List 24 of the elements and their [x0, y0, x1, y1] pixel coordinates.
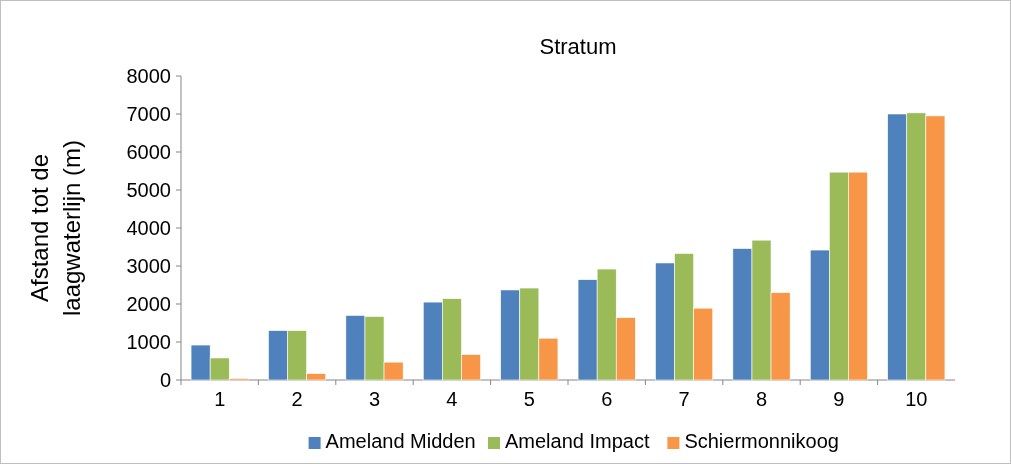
chart-title: Stratum: [539, 34, 617, 59]
y-tick-label: 1000: [126, 331, 171, 353]
x-tick-label: 2: [291, 388, 303, 410]
y-tick-label: 2000: [126, 293, 171, 315]
legend-label: Ameland Impact: [505, 430, 650, 452]
x-tick-label: 6: [601, 388, 613, 410]
x-tick-label: 9: [833, 388, 845, 410]
x-tick-label: 10: [905, 388, 928, 410]
x-tick-label: 7: [678, 388, 690, 410]
x-tick-label: 3: [368, 388, 381, 410]
y-tick-label: 8000: [126, 65, 171, 87]
y-tick-label: 3000: [126, 255, 171, 277]
x-tick-label: 8: [755, 388, 768, 410]
y-tick-label: 4000: [126, 217, 171, 239]
y-tick-label: 0: [159, 369, 171, 391]
x-tick-label: 5: [523, 388, 535, 410]
y-axis-title: Afstand tot de laagwaterlijn (m): [26, 139, 85, 317]
legend-label: Ameland Midden: [325, 430, 476, 452]
y-tick-label: 5000: [126, 179, 171, 201]
y-tick-label: 7000: [126, 103, 171, 125]
legend-label: Schiermonnikoog: [684, 430, 839, 452]
y-tick-label: 6000: [126, 141, 171, 163]
x-tick-label: 1: [214, 388, 226, 410]
x-tick-label: 4: [446, 388, 458, 410]
